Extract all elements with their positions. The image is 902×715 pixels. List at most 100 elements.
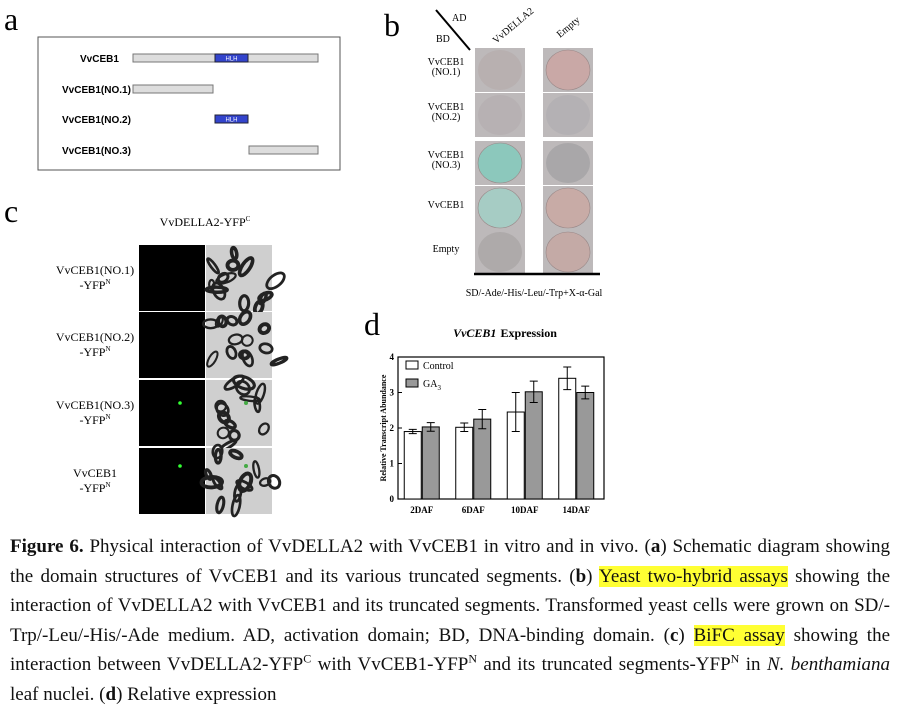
row-label: Empty — [433, 244, 460, 255]
row-label: VvCEB1 — [428, 200, 465, 211]
text-span: VvCEB1(NO.1) — [56, 263, 134, 277]
text-span: VvCEB1 — [73, 466, 117, 480]
text-span: VvCEB1 — [428, 150, 465, 161]
cell-outline — [216, 271, 230, 284]
cell-outline — [225, 258, 241, 272]
x-tick-label: 2DAF — [410, 505, 433, 515]
text-span: (NO.2) — [432, 112, 461, 123]
caption: Figure 6. Physical interaction of VvDELL… — [10, 532, 890, 709]
caption-text: and its truncated segments-YFP — [477, 654, 731, 675]
header-diagonal — [435, 9, 471, 51]
caption-text: N — [730, 651, 740, 666]
y-tick-label: 2 — [390, 423, 395, 433]
bar — [473, 418, 492, 500]
construct-label: VvCEB1(NO.3) — [62, 146, 131, 157]
caption-text: ) — [586, 565, 600, 587]
error-bar — [511, 392, 520, 433]
text-span: N — [105, 481, 110, 489]
hlh-domain — [214, 114, 249, 124]
x-tick-label: 10DAF — [511, 505, 539, 515]
caption-text: leaf nuclei. ( — [10, 683, 106, 705]
yeast-spot — [545, 49, 591, 91]
yeast-spot — [545, 231, 591, 273]
cell-outline — [257, 322, 272, 336]
text-span: Control — [423, 361, 454, 372]
caption-text: c — [669, 624, 679, 646]
error-bar — [581, 385, 590, 400]
cell-outline — [265, 271, 286, 291]
schematic-box — [37, 36, 341, 171]
cell-outline — [225, 345, 238, 360]
bd-label: BD — [436, 34, 450, 45]
text-span: (NO.1) — [432, 67, 461, 78]
cell-outline — [203, 468, 213, 481]
caption-text: d — [105, 683, 117, 705]
cell-outline — [258, 477, 272, 487]
bar — [455, 426, 474, 500]
construct-bar — [132, 84, 214, 94]
domain-label: HLH — [225, 57, 237, 63]
cell-outline — [257, 291, 268, 306]
construct-label: VvCEB1 -YFPN — [73, 466, 117, 495]
text-span: -YFP — [79, 413, 105, 427]
panel-label: c — [4, 193, 18, 229]
cell-outline — [252, 460, 261, 479]
cell-outline — [266, 474, 282, 490]
text-span: VvCEB1(NO.3) — [56, 398, 134, 412]
cell-outline — [223, 374, 245, 391]
caption-text: Physical interaction of VvDELLA2 with Vv… — [83, 536, 651, 557]
cell-outline — [237, 256, 255, 278]
row-label: VvCEB1 (NO.1) — [428, 57, 465, 78]
panel-label: a — [4, 1, 18, 37]
legend-label: GA3 — [423, 379, 441, 392]
yeast-spot — [546, 95, 590, 135]
panel-label: b — [384, 7, 400, 43]
fluorescence-image — [139, 448, 205, 514]
caption-text: ) — [678, 624, 694, 646]
construct-label: VvCEB1(NO.2) -YFPN — [56, 330, 134, 359]
caption-text: Figure 6. — [10, 536, 84, 557]
ad-label: AD — [452, 13, 466, 24]
caption-text: Yeast two-hybrid assays — [599, 565, 788, 587]
row-label: VvCEB1 (NO.3) — [428, 150, 465, 171]
cell-outline — [215, 495, 226, 515]
text-span: -YFP — [79, 481, 105, 495]
cell-outline — [258, 342, 274, 355]
error-bar — [426, 422, 435, 432]
cell-outline — [240, 334, 254, 347]
text-span: Expression — [500, 326, 557, 340]
hlh-domain — [214, 53, 249, 63]
nucleus-signal — [178, 401, 182, 405]
cell-outline — [237, 309, 253, 327]
text-span: -YFP — [79, 345, 105, 359]
column-label: VvDELLA2 — [491, 6, 536, 47]
text-span: C — [246, 215, 251, 223]
text-span: VvCEB1(NO.2) — [56, 330, 134, 344]
caption-text: in — [739, 654, 767, 675]
text-span: Empty — [433, 244, 460, 255]
text-span: N — [105, 278, 110, 286]
cell-outline — [216, 426, 230, 440]
legend-swatch — [405, 378, 419, 388]
y-tick-label: 4 — [390, 352, 395, 362]
bar — [524, 391, 543, 500]
cell-outline — [228, 448, 244, 461]
bar — [558, 377, 577, 500]
caption-text: with VvCEB1-YFP — [311, 654, 469, 675]
construct-bar — [248, 145, 319, 155]
text-span: N — [105, 413, 110, 421]
caption-text: showing the interaction between VvDELLA2… — [10, 624, 891, 676]
construct-label: VvCEB1(NO.3) -YFPN — [56, 398, 134, 427]
cell-outline — [257, 422, 270, 436]
x-tick-label: 14DAF — [563, 505, 591, 515]
text-span: VvCEB1 — [428, 102, 465, 113]
cell-outline — [206, 257, 220, 275]
text-span: GA — [423, 379, 438, 390]
caption-text: ) Schematic diagram showing the domain s… — [10, 536, 891, 587]
y-tick-label: 0 — [390, 494, 395, 504]
nucleus-merge — [244, 401, 248, 405]
text-span: VvCEB1 — [453, 326, 496, 340]
y-axis-label: Relative Transcript Abundance — [379, 374, 388, 481]
